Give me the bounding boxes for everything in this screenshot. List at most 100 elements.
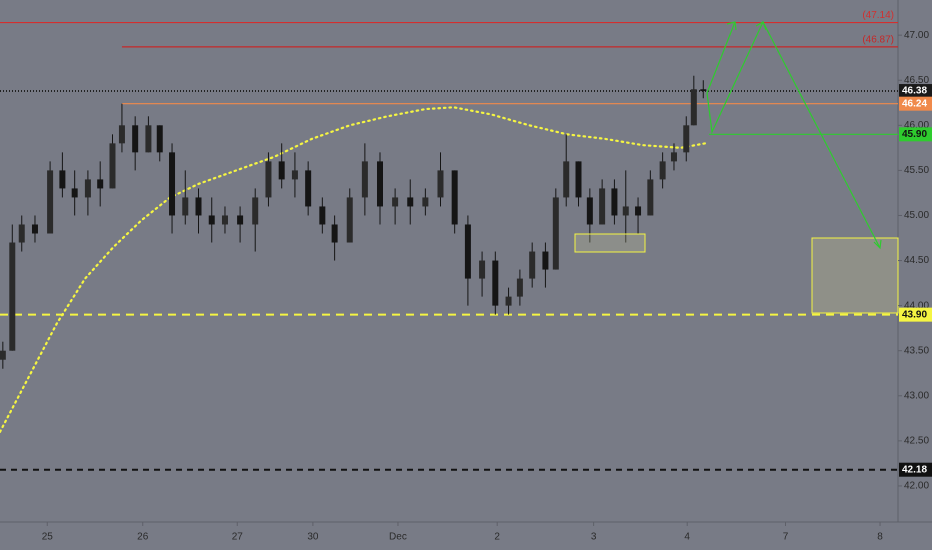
x-tick-label: 25 xyxy=(42,532,54,543)
x-tick-label: 4 xyxy=(684,532,690,543)
x-tick-label: 27 xyxy=(232,532,244,543)
candle-body xyxy=(464,224,471,279)
y-tick-label: 44.50 xyxy=(904,255,929,266)
candle-body xyxy=(47,170,54,234)
candle-body xyxy=(422,197,429,207)
moving-average xyxy=(0,106,707,433)
candle-body xyxy=(361,161,368,198)
candle-body xyxy=(700,89,707,92)
candle-body xyxy=(169,152,176,216)
candle-body xyxy=(265,161,272,198)
candle-body xyxy=(479,260,486,279)
candle-body xyxy=(278,161,285,180)
annotations xyxy=(574,20,899,314)
candle-body xyxy=(132,125,139,153)
candle-body xyxy=(376,161,383,207)
candle-body xyxy=(195,197,202,216)
price-badge-label: 43.90 xyxy=(902,309,927,320)
candle-body xyxy=(392,197,399,207)
candle-body xyxy=(451,170,458,225)
candle-body xyxy=(586,197,593,225)
candle-body xyxy=(563,161,570,198)
projection-arrow xyxy=(706,21,736,94)
y-tick-label: 42.50 xyxy=(904,436,929,447)
x-tick-label: 2 xyxy=(494,532,500,543)
candle-body xyxy=(84,179,91,198)
candle-body xyxy=(221,215,228,225)
y-tick-label: 43.00 xyxy=(904,390,929,401)
price-badge-label: 42.18 xyxy=(902,464,927,475)
candle-body xyxy=(0,350,6,360)
projection-arrow xyxy=(706,20,881,249)
candle-body xyxy=(505,296,512,306)
plot-area xyxy=(0,21,898,471)
candle-body xyxy=(319,206,326,225)
candle-body xyxy=(305,170,312,207)
candle-body xyxy=(690,89,697,126)
price-badge xyxy=(899,462,932,477)
y-tick-label: 46.50 xyxy=(904,75,929,86)
candle-body xyxy=(109,143,116,189)
x-tick-label: Dec xyxy=(389,532,407,543)
candle-body xyxy=(182,197,189,216)
target-box xyxy=(811,237,899,314)
candle-body xyxy=(291,170,298,180)
y-tick-label: 45.50 xyxy=(904,165,929,176)
candle-body xyxy=(516,278,523,297)
price-badge xyxy=(899,84,932,99)
candle-body xyxy=(346,197,353,243)
candle-body xyxy=(97,179,104,189)
candle-body xyxy=(59,170,66,189)
candle-body xyxy=(529,251,536,279)
candle-body xyxy=(575,161,582,198)
price-badge xyxy=(899,96,932,111)
y-tick-label: 46.00 xyxy=(904,120,929,131)
candle-body xyxy=(145,125,152,153)
x-tick-label: 7 xyxy=(783,532,789,543)
x-tick-label: 30 xyxy=(307,532,319,543)
price-badge-label: 45.90 xyxy=(902,129,927,140)
candle-body xyxy=(9,242,16,351)
candle-body xyxy=(31,224,38,234)
candle-body xyxy=(670,152,677,162)
candle-body xyxy=(331,224,338,243)
candle-body xyxy=(237,215,244,225)
candle-body xyxy=(599,188,606,225)
candle-body xyxy=(611,188,618,216)
candle-body xyxy=(118,125,125,144)
candle-body xyxy=(71,188,78,198)
price-badge-label: 46.38 xyxy=(902,86,927,97)
price-badge xyxy=(899,307,932,322)
y-tick-label: 44.00 xyxy=(904,300,929,311)
y-tick-label: 42.00 xyxy=(904,481,929,492)
candle-body xyxy=(208,215,215,225)
candle-body xyxy=(252,197,259,225)
level-note: (46.87) xyxy=(862,35,894,46)
arrow-head xyxy=(755,21,767,31)
candle-body xyxy=(622,206,629,216)
price-badge-label: 46.24 xyxy=(902,98,927,109)
candle-body xyxy=(635,206,642,216)
support-box xyxy=(574,233,646,253)
arrow-head xyxy=(873,239,882,250)
candle-body xyxy=(542,251,549,270)
price-badge xyxy=(899,127,932,142)
candle-body xyxy=(552,197,559,270)
x-tick-label: 3 xyxy=(591,532,597,543)
x-tick-label: 8 xyxy=(877,532,883,543)
candle-body xyxy=(156,125,163,153)
y-tick-label: 43.50 xyxy=(904,345,929,356)
candle-body xyxy=(683,125,690,153)
y-tick-label: 45.00 xyxy=(904,210,929,221)
candle-body xyxy=(659,161,666,180)
candle-body xyxy=(492,260,499,306)
y-tick-label: 47.00 xyxy=(904,30,929,41)
candle-body xyxy=(407,197,414,207)
level-note: (47.14) xyxy=(862,10,894,21)
candle-body xyxy=(18,224,25,243)
arrow-head xyxy=(726,21,737,31)
x-tick-label: 26 xyxy=(137,532,149,543)
candle-body xyxy=(647,179,654,216)
candle-body xyxy=(437,170,444,198)
